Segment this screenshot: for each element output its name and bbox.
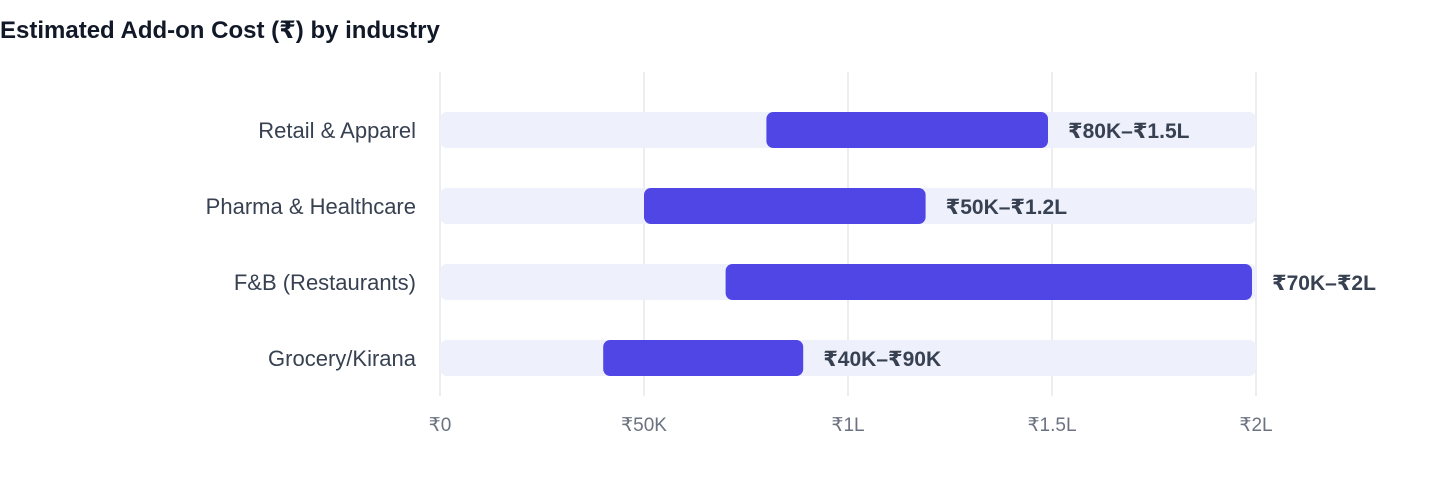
x-tick-label: ₹1.5L bbox=[1027, 415, 1076, 436]
x-tick-label: ₹2L bbox=[1239, 415, 1272, 436]
data-label: ₹80K–₹1.5L bbox=[1068, 120, 1190, 143]
range-bar bbox=[725, 264, 1252, 300]
range-bar bbox=[603, 340, 804, 376]
x-tick-label: ₹1L bbox=[831, 415, 864, 436]
category-label: F&B (Restaurants) bbox=[234, 270, 416, 295]
range-bar bbox=[766, 112, 1048, 148]
chart-title: Estimated Add-on Cost (₹) by industry bbox=[0, 17, 440, 44]
range-bar bbox=[644, 188, 926, 224]
category-label: Retail & Apparel bbox=[258, 118, 416, 143]
x-tick-label: ₹0 bbox=[429, 415, 452, 436]
x-tick-label: ₹50K bbox=[621, 415, 667, 436]
data-label: ₹40K–₹90K bbox=[823, 348, 941, 371]
category-label: Grocery/Kirana bbox=[268, 346, 417, 371]
category-label: Pharma & Healthcare bbox=[206, 194, 416, 219]
data-label: ₹50K–₹1.2L bbox=[946, 196, 1068, 219]
data-label: ₹70K–₹2L bbox=[1272, 272, 1376, 295]
